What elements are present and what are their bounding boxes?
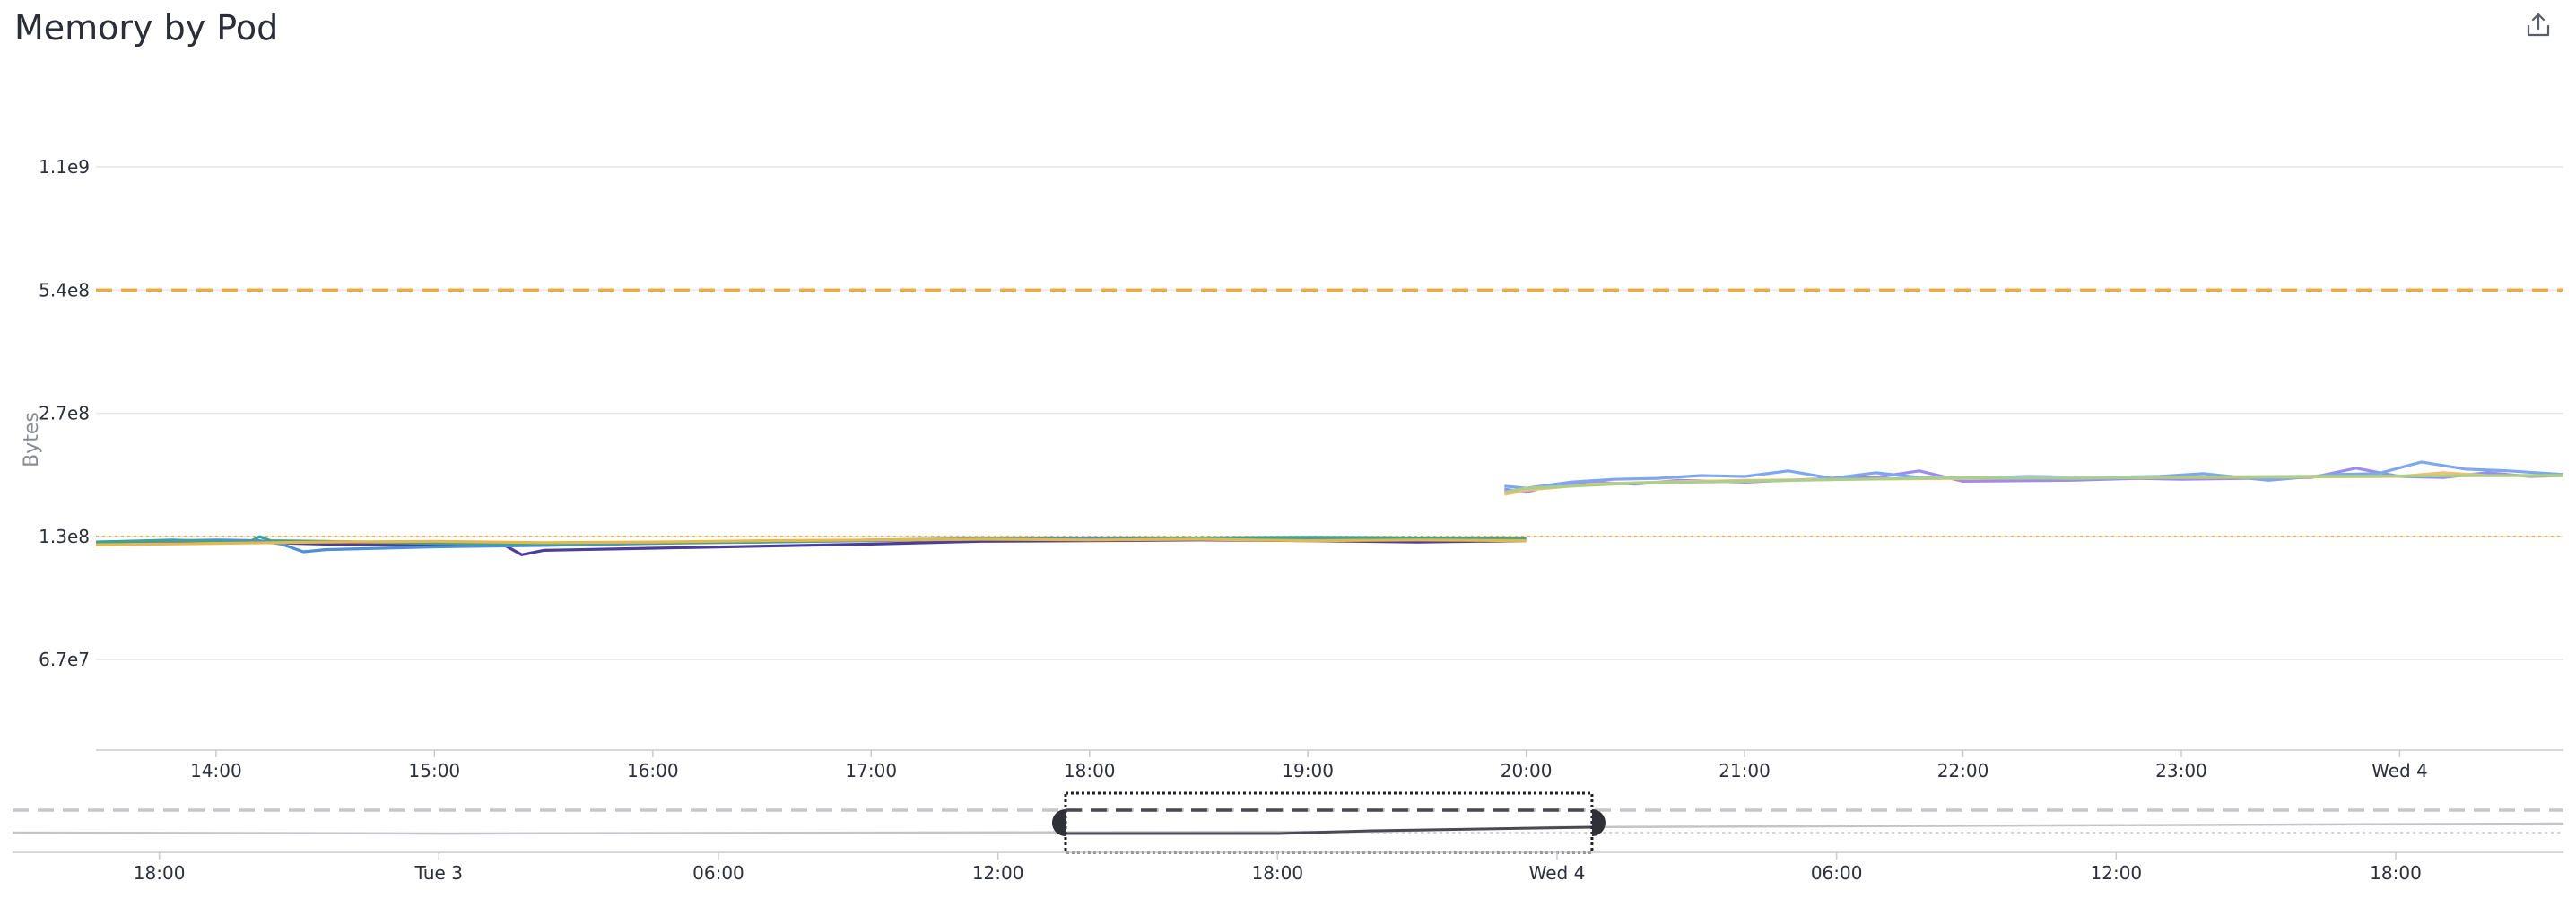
- chart-title: Memory by Pod: [14, 8, 279, 48]
- navigator-tick-label: 18:00: [2370, 862, 2422, 884]
- navigator-tick-label: 06:00: [692, 862, 744, 884]
- x-tick-label: 21:00: [1719, 760, 1771, 781]
- navigator-tick-label: 18:00: [134, 862, 186, 884]
- share-export-icon: [2527, 13, 2550, 37]
- navigator-selection-window[interactable]: [1064, 791, 1594, 854]
- y-tick-label: 2.7e8: [39, 403, 90, 424]
- navigator-tick-label: 12:00: [2091, 862, 2143, 884]
- export-button[interactable]: [2522, 9, 2554, 41]
- y-tick-label: 6.7e7: [39, 649, 90, 670]
- navigator-series-selected: [1065, 825, 1592, 835]
- navigator-right-handle[interactable]: [1591, 809, 1606, 836]
- navigator-left-handle[interactable]: [1051, 809, 1066, 836]
- y-axis-title: Bytes: [21, 412, 43, 467]
- navigator-tick-label: 12:00: [972, 862, 1024, 884]
- x-tick-label: 15:00: [409, 760, 461, 781]
- x-tick-label: 17:00: [845, 760, 897, 781]
- reference-lines: [96, 288, 2563, 537]
- time-navigator[interactable]: 18:00 Tue 3 06:00 12:00 18:00 Wed 4 06:00 12:00…: [12, 791, 2564, 884]
- x-tick-label: 19:00: [1282, 760, 1334, 781]
- x-tick-label: 14:00: [190, 760, 242, 781]
- navigator-tick-label: Tue 3: [414, 862, 463, 884]
- navigator-tick-label: 06:00: [1811, 862, 1863, 884]
- x-tick-label: 20:00: [1501, 760, 1553, 781]
- x-tick-label: 23:00: [2155, 760, 2207, 781]
- y-tick-label: 1.1e9: [39, 156, 90, 178]
- grid-lines: [96, 166, 2563, 660]
- x-axis: 14:00 15:00 16:00 17:00 18:00 19:00 20:00 21:00…: [96, 749, 2563, 781]
- series-line[interactable]: [95, 537, 1527, 546]
- x-tick-label: Wed 4: [2371, 760, 2428, 781]
- series-line[interactable]: [1504, 474, 2563, 494]
- navigator-tick-label: 18:00: [1251, 862, 1303, 884]
- y-axis: 1.1e9 5.4e8 2.7e8 1.3e8 6.7e7: [39, 156, 90, 670]
- x-tick-label: 16:00: [627, 760, 679, 781]
- y-tick-label: 1.3e8: [39, 526, 90, 547]
- x-tick-label: 22:00: [1937, 760, 1989, 781]
- navigator-tick-label: Wed 4: [1529, 862, 1586, 884]
- y-tick-label: 5.4e8: [39, 279, 90, 301]
- x-tick-label: 18:00: [1064, 760, 1116, 781]
- series-line[interactable]: [1504, 467, 2564, 494]
- series-lines[interactable]: [95, 460, 2564, 556]
